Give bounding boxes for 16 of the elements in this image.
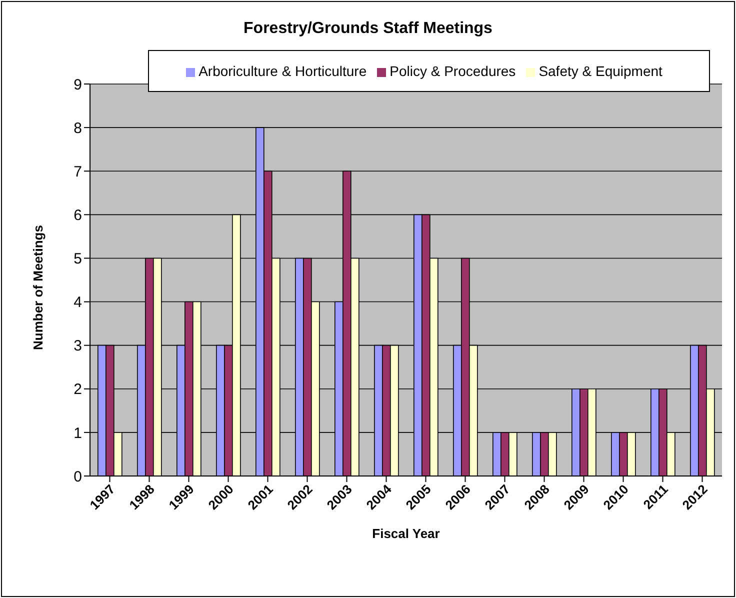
y-tick-label: 4 <box>74 294 82 312</box>
legend-label: Policy & Procedures <box>390 63 516 79</box>
y-tick-label: 3 <box>74 338 82 355</box>
chart-title: Forestry/Grounds Staff Meetings <box>242 20 494 38</box>
y-tick-label: 2 <box>74 381 82 398</box>
y-tick-label: 8 <box>74 120 82 137</box>
x-axis-title: Fiscal Year <box>372 526 440 541</box>
legend-label: Safety & Equipment <box>538 63 662 79</box>
y-tick-label: 9 <box>74 76 82 94</box>
y-tick-label: 0 <box>74 468 82 486</box>
y-tick-label: 6 <box>74 206 82 224</box>
legend-label: Arboriculture & Horticulture <box>198 63 367 79</box>
y-tick-label: 1 <box>74 424 82 442</box>
y-tick-label: 5 <box>74 250 82 268</box>
y-tick-label: 7 <box>74 163 82 180</box>
y-axis-title: Number of Meetings <box>30 225 46 350</box>
